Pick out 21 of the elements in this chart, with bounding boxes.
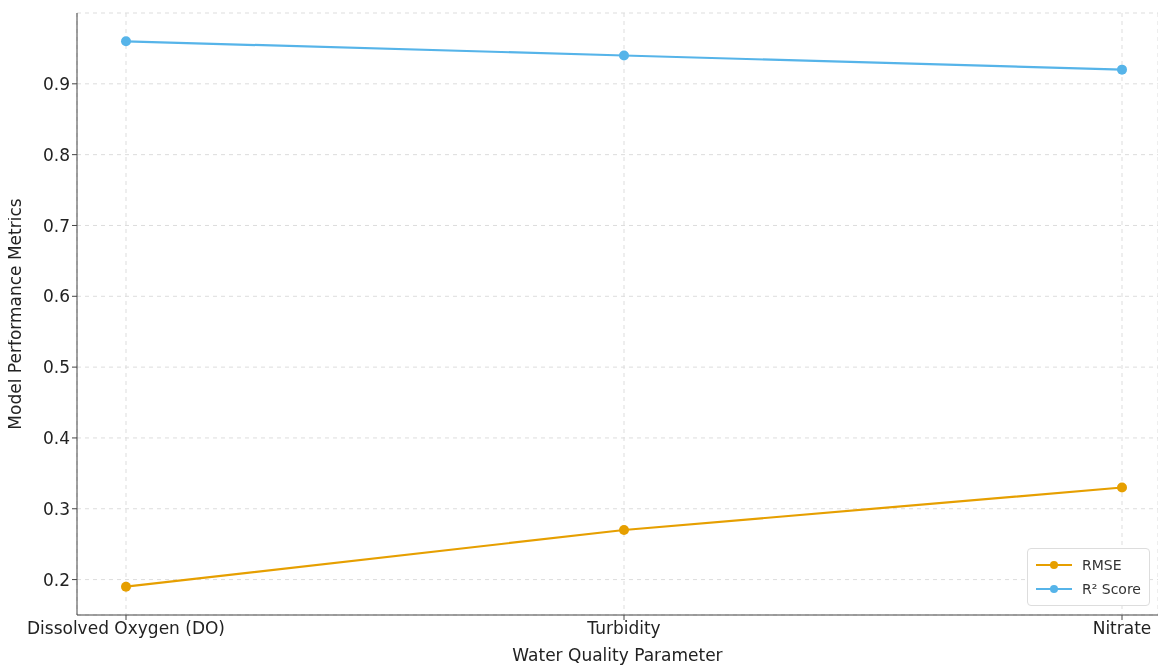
point [121, 581, 131, 592]
y-tick-label: 0.3 [42, 498, 70, 519]
y-tick-label: 0.5 [42, 357, 70, 378]
x-tick-label: Turbidity [586, 618, 661, 639]
y-tick-label: 0.2 [42, 569, 70, 590]
y-tick-label: 0.4 [42, 427, 70, 448]
point [619, 50, 629, 61]
x-axis-title: Water Quality Parameter [512, 645, 723, 665]
legend-label: RMSE [1081, 556, 1122, 575]
y-axis-title: Model Performance Metrics [5, 198, 26, 430]
x-tick-label: Nitrate [1092, 618, 1152, 639]
x-tick-label: Dissolved Oxygen (DO) [26, 618, 226, 639]
y-tick-label: 0.9 [42, 73, 70, 94]
point [619, 525, 629, 536]
y-tick-label: 0.6 [42, 286, 70, 307]
point [1117, 482, 1127, 493]
y-tick-label: 0.7 [42, 215, 70, 236]
legend-label: R² Score [1081, 580, 1141, 599]
point [1117, 64, 1127, 75]
point [121, 36, 131, 47]
y-tick-label: 0.8 [42, 144, 70, 165]
